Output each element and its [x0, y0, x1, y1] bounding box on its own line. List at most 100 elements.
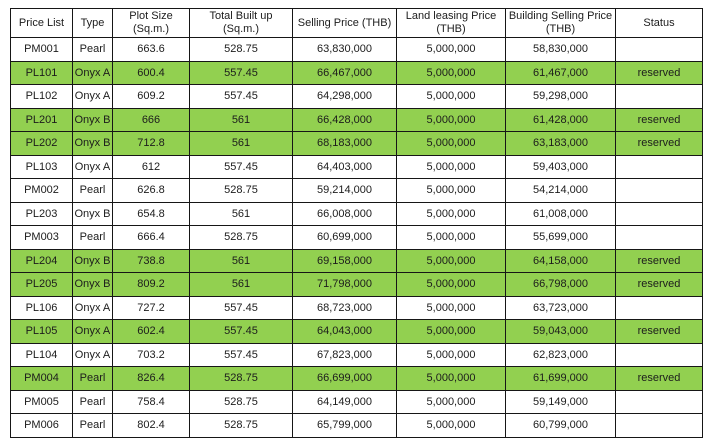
table-row: PL205 Onyx B 809.2 561 71,798,000 5,000,000 66… — [10, 272, 703, 297]
cell-total-built-up: 528.75 — [189, 366, 293, 391]
cell-status — [615, 37, 703, 62]
cell-total-built-up: 561 — [189, 272, 293, 297]
cell-building-selling-price: 59,043,000 — [505, 319, 616, 344]
cell-selling-price: 69,158,000 — [292, 248, 397, 273]
cell-status — [615, 413, 703, 438]
cell-status — [615, 154, 703, 179]
column-label: Price List — [18, 16, 65, 29]
cell-land-leasing-price: 5,000,000 — [396, 389, 506, 414]
column-header-total-built-up: Total Built up (Sq.m.) — [189, 8, 293, 38]
column-header-plot-size: Plot Size (Sq.m.) — [112, 8, 190, 38]
cell-plot-size: 609.2 — [112, 84, 190, 109]
cell-type: Pearl — [72, 37, 113, 62]
cell-plot-size: 666 — [112, 107, 190, 132]
table-row: PL202 Onyx B 712.8 561 68,183,000 5,000,000 63… — [10, 131, 703, 156]
cell-status: reserved — [615, 107, 703, 132]
cell-type: Onyx A — [72, 84, 113, 109]
cell-building-selling-price: 58,830,000 — [505, 37, 616, 62]
cell-total-built-up: 561 — [189, 131, 293, 156]
table-row: PL201 Onyx B 666 561 66,428,000 5,000,000 61,4… — [10, 107, 703, 132]
table-row: PL204 Onyx B 738.8 561 69,158,000 5,000,000 64… — [10, 248, 703, 273]
cell-land-leasing-price: 5,000,000 — [396, 37, 506, 62]
cell-building-selling-price: 63,723,000 — [505, 295, 616, 320]
cell-total-built-up: 528.75 — [189, 178, 293, 203]
cell-total-built-up: 528.75 — [189, 389, 293, 414]
cell-land-leasing-price: 5,000,000 — [396, 248, 506, 273]
cell-type: Pearl — [72, 366, 113, 391]
cell-status — [615, 225, 703, 250]
cell-land-leasing-price: 5,000,000 — [396, 342, 506, 367]
cell-total-built-up: 561 — [189, 107, 293, 132]
table-row: PM006 Pearl 802.4 528.75 65,799,000 5,000,000… — [10, 413, 703, 438]
price-list-table: Price List Type Plot Size (Sq.m.) Total Buil… — [10, 8, 703, 438]
cell-type: Onyx B — [72, 107, 113, 132]
cell-plot-size: 600.4 — [112, 60, 190, 85]
cell-selling-price: 67,823,000 — [292, 342, 397, 367]
cell-total-built-up: 528.75 — [189, 413, 293, 438]
cell-price-list: PM001 — [10, 37, 73, 62]
cell-price-list: PL103 — [10, 154, 73, 179]
cell-building-selling-price: 62,823,000 — [505, 342, 616, 367]
table-row: PM003 Pearl 666.4 528.75 60,699,000 5,000,000… — [10, 225, 703, 250]
cell-land-leasing-price: 5,000,000 — [396, 319, 506, 344]
cell-status — [615, 178, 703, 203]
cell-building-selling-price: 63,183,000 — [505, 131, 616, 156]
table-row: PL104 Onyx A 703.2 557.45 67,823,000 5,000,00… — [10, 342, 703, 367]
cell-plot-size: 738.8 — [112, 248, 190, 273]
cell-price-list: PL202 — [10, 131, 73, 156]
cell-building-selling-price: 59,149,000 — [505, 389, 616, 414]
cell-plot-size: 758.4 — [112, 389, 190, 414]
column-sublabel: (Sq.m.) — [132, 23, 170, 35]
cell-building-selling-price: 61,428,000 — [505, 107, 616, 132]
cell-building-selling-price: 60,799,000 — [505, 413, 616, 438]
cell-status: reserved — [615, 272, 703, 297]
cell-plot-size: 654.8 — [112, 201, 190, 226]
cell-land-leasing-price: 5,000,000 — [396, 60, 506, 85]
table-row: PL106 Onyx A 727.2 557.45 68,723,000 5,000,00… — [10, 295, 703, 320]
column-header-land-leasing-price: Land leasing Price (THB) — [396, 8, 506, 38]
column-label: Total Built up — [209, 10, 273, 22]
column-sublabel: (THB) — [436, 23, 466, 35]
cell-plot-size: 602.4 — [112, 319, 190, 344]
cell-price-list: PL101 — [10, 60, 73, 85]
table-header: Price List Type Plot Size (Sq.m.) Total Buil… — [10, 8, 703, 38]
cell-plot-size: 703.2 — [112, 342, 190, 367]
cell-land-leasing-price: 5,000,000 — [396, 154, 506, 179]
cell-land-leasing-price: 5,000,000 — [396, 295, 506, 320]
cell-land-leasing-price: 5,000,000 — [396, 84, 506, 109]
cell-type: Onyx A — [72, 319, 113, 344]
table-row: PL102 Onyx A 609.2 557.45 64,298,000 5,000,00… — [10, 84, 703, 109]
cell-type: Pearl — [72, 413, 113, 438]
cell-type: Onyx A — [72, 342, 113, 367]
cell-status: reserved — [615, 131, 703, 156]
cell-price-list: PL203 — [10, 201, 73, 226]
cell-status — [615, 342, 703, 367]
cell-status: reserved — [615, 319, 703, 344]
cell-type: Onyx B — [72, 272, 113, 297]
cell-type: Pearl — [72, 225, 113, 250]
cell-land-leasing-price: 5,000,000 — [396, 272, 506, 297]
cell-status — [615, 201, 703, 226]
cell-type: Onyx B — [72, 248, 113, 273]
cell-status: reserved — [615, 60, 703, 85]
table-row: PM001 Pearl 663.6 528.75 63,830,000 5,000,000… — [10, 37, 703, 62]
cell-building-selling-price: 54,214,000 — [505, 178, 616, 203]
cell-status — [615, 295, 703, 320]
cell-type: Onyx A — [72, 60, 113, 85]
cell-plot-size: 809.2 — [112, 272, 190, 297]
column-label: Type — [80, 16, 105, 29]
column-label: Status — [643, 16, 675, 29]
cell-selling-price: 66,467,000 — [292, 60, 397, 85]
cell-status — [615, 84, 703, 109]
cell-land-leasing-price: 5,000,000 — [396, 366, 506, 391]
cell-total-built-up: 557.45 — [189, 342, 293, 367]
cell-selling-price: 60,699,000 — [292, 225, 397, 250]
cell-selling-price: 65,799,000 — [292, 413, 397, 438]
table-row: PL105 Onyx A 602.4 557.45 64,043,000 5,000,00… — [10, 319, 703, 344]
cell-building-selling-price: 55,699,000 — [505, 225, 616, 250]
cell-land-leasing-price: 5,000,000 — [396, 413, 506, 438]
table-row: PL101 Onyx A 600.4 557.45 66,467,000 5,000,00… — [10, 60, 703, 85]
cell-selling-price: 63,830,000 — [292, 37, 397, 62]
cell-total-built-up: 557.45 — [189, 60, 293, 85]
table-row: PL203 Onyx B 654.8 561 66,008,000 5,000,000 61… — [10, 201, 703, 226]
